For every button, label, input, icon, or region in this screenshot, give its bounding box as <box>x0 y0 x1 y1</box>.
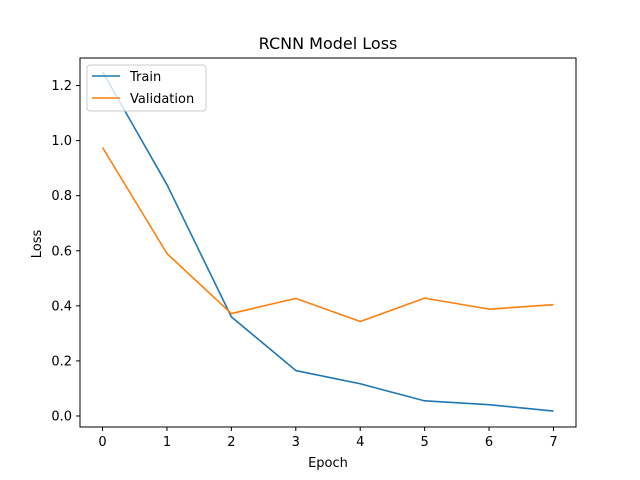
x-tick-label: 6 <box>485 435 493 450</box>
y-tick-label: 0.2 <box>51 354 72 369</box>
data-point-validation <box>166 253 168 255</box>
data-point-train <box>231 316 233 318</box>
data-point-validation <box>424 297 426 299</box>
x-tick-label: 5 <box>420 435 428 450</box>
y-axis-label: Loss <box>30 230 45 259</box>
data-point-validation <box>488 308 490 310</box>
y-tick-label: 0.0 <box>51 409 72 424</box>
data-point-train <box>295 370 297 372</box>
x-tick-label: 7 <box>549 435 557 450</box>
data-point-validation <box>553 304 555 306</box>
data-point-train <box>553 410 555 412</box>
x-tick-label: 0 <box>98 435 106 450</box>
plot-frame <box>79 57 577 428</box>
x-tick-label: 2 <box>227 435 235 450</box>
y-axis: 0.0 0.2 0.4 0.6 0.8 1.0 1.2 <box>51 79 80 424</box>
data-point-train <box>166 184 168 186</box>
data-point-train <box>359 383 361 385</box>
plot-area <box>101 71 555 412</box>
series-line-train <box>101 71 554 412</box>
x-tick-label: 4 <box>356 435 364 450</box>
y-tick-label: 1.0 <box>51 134 72 149</box>
series-line-validation <box>101 147 554 323</box>
y-tick-label: 0.6 <box>51 244 72 259</box>
data-point-validation <box>102 147 104 149</box>
x-tick-label: 1 <box>163 435 171 450</box>
data-point-train <box>488 404 490 406</box>
legend-label-train: Train <box>129 70 161 85</box>
data-point-validation <box>231 313 233 315</box>
y-tick-label: 0.8 <box>51 189 72 204</box>
data-point-train <box>424 400 426 402</box>
x-axis: 0 1 2 3 4 5 6 7 <box>98 427 558 450</box>
y-tick-label: 1.2 <box>51 79 72 94</box>
chart-title: RCNN Model Loss <box>259 34 398 53</box>
legend: Train Validation <box>86 64 207 112</box>
x-tick-label: 3 <box>292 435 300 450</box>
data-point-validation <box>295 298 297 300</box>
y-tick-label: 0.4 <box>51 299 72 314</box>
legend-label-validation: Validation <box>130 92 194 107</box>
x-axis-label: Epoch <box>308 456 348 471</box>
data-point-validation <box>359 321 361 323</box>
